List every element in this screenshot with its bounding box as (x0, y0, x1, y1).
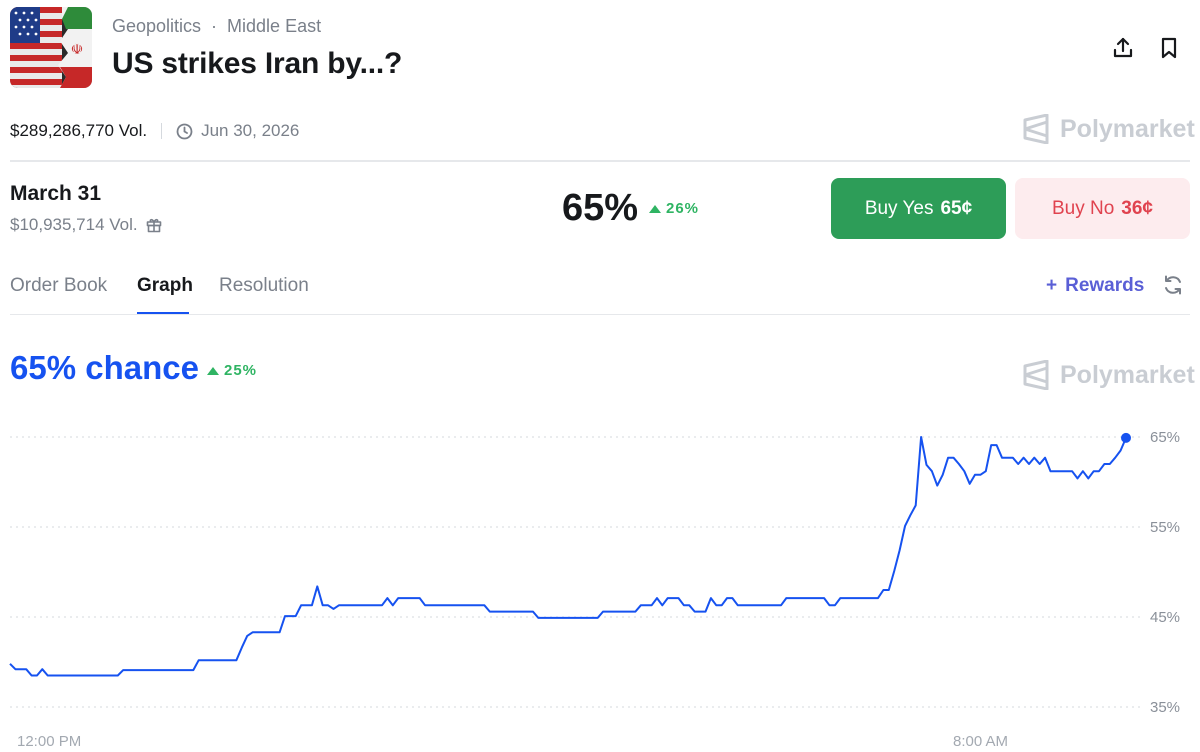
outcome-date: March 31 (10, 182, 102, 205)
y-tick-label: 55% (1150, 519, 1180, 536)
y-tick-label: 35% (1150, 699, 1180, 716)
y-tick-label: 45% (1150, 609, 1180, 626)
buy-yes-button[interactable]: Buy Yes 65¢ (831, 178, 1006, 239)
clock-icon (176, 123, 193, 139)
outcome-change: 26% (649, 200, 699, 217)
buy-yes-label: Buy Yes (864, 197, 934, 219)
rewards-button[interactable]: + Rewards (1046, 275, 1144, 297)
y-tick-label: 65% (1150, 429, 1180, 446)
current-value-point (1121, 432, 1131, 443)
polymarket-watermark-text: Polymarket (1060, 360, 1195, 389)
page-title: US strikes Iran by...? (112, 47, 403, 80)
tab-resolution[interactable]: Resolution (219, 275, 309, 296)
breadcrumb-category[interactable]: Geopolitics (112, 16, 202, 36)
svg-text:☫: ☫ (71, 42, 84, 58)
end-date: Jun 30, 2026 (176, 121, 299, 141)
buy-no-price: 36¢ (1121, 197, 1153, 219)
series-line (9, 436, 1127, 677)
total-volume: $289,286,770 Vol. (10, 121, 148, 140)
plus-icon: + (1046, 275, 1058, 296)
meta-divider (161, 123, 163, 139)
market-meta: $289,286,770 Vol. Jun 30, 2026 (10, 121, 299, 141)
buy-no-button[interactable]: Buy No 36¢ (1015, 178, 1190, 239)
breadcrumb-subcategory[interactable]: Middle East (227, 16, 322, 36)
x-tick-label: 8:00 AM (953, 733, 1008, 750)
refresh-icon[interactable] (1160, 272, 1186, 298)
buy-yes-price: 65¢ (940, 197, 973, 219)
polymarket-logo-icon (1023, 114, 1049, 144)
bookmark-icon[interactable] (1156, 35, 1182, 61)
chance-label: 65% chance (10, 349, 199, 386)
polymarket-wordmark: Polymarket (1060, 114, 1195, 143)
header-divider (10, 160, 1190, 162)
polymarket-logo: Polymarket (1022, 114, 1195, 144)
buy-no-label: Buy No (1051, 197, 1115, 219)
tab-graph[interactable]: Graph (137, 275, 193, 296)
tab-order-book[interactable]: Order Book (10, 275, 108, 296)
market-thumbnail: ☫ (10, 7, 92, 88)
outcome-volume: $10,935,714 Vol. (10, 215, 162, 235)
active-tab-indicator (137, 312, 189, 315)
up-triangle-icon (207, 366, 219, 375)
polymarket-logo-icon (1023, 360, 1049, 390)
end-date-text: Jun 30, 2026 (201, 121, 300, 140)
share-icon[interactable] (1110, 35, 1136, 61)
up-triangle-icon (649, 204, 661, 213)
outcome-change-value: 26% (666, 200, 700, 217)
outcome-probability: 65% (562, 187, 639, 229)
tabs-divider (10, 314, 1190, 315)
outcome-volume-text: $10,935,714 Vol. (10, 215, 138, 234)
chance-change-value: 25% (224, 362, 258, 379)
x-tick-label: 12:00 PM (17, 733, 81, 750)
breadcrumb: Geopolitics · Middle East (112, 16, 321, 37)
chance-change: 25% (207, 362, 257, 379)
breadcrumb-separator: · (211, 16, 218, 36)
polymarket-watermark: Polymarket (1022, 360, 1195, 390)
gift-icon[interactable] (146, 217, 162, 233)
probability-chart[interactable]: 65% 55% 45% 35% 12:00 PM 8:00 AM (0, 420, 1200, 752)
rewards-label: Rewards (1065, 275, 1145, 296)
